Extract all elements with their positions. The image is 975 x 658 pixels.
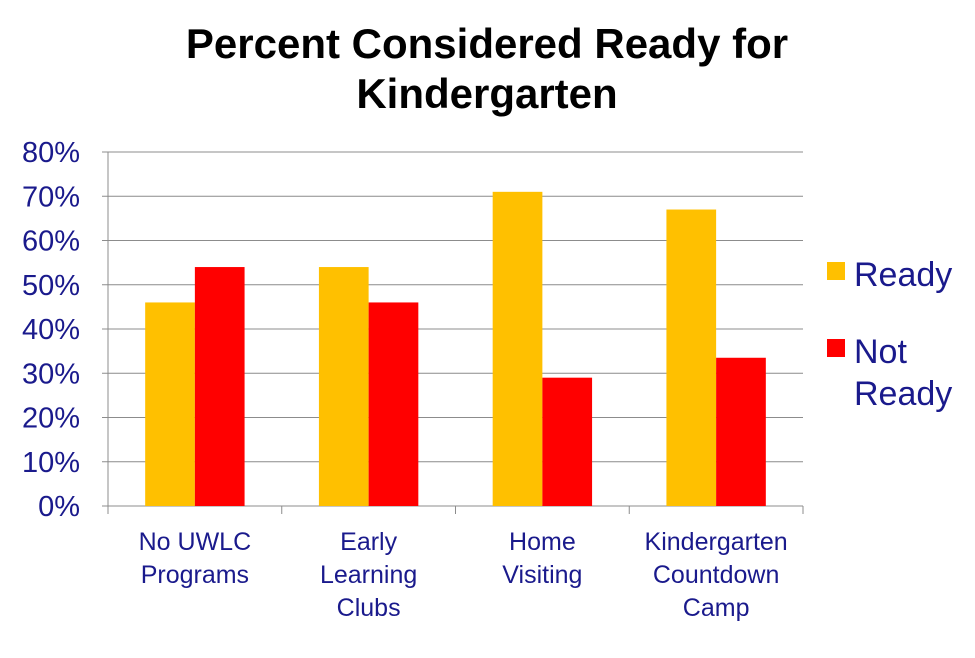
legend-swatch bbox=[827, 339, 845, 357]
y-tick-label: 60% bbox=[22, 226, 80, 258]
bar-not-ready bbox=[716, 357, 766, 506]
y-tick-label: 40% bbox=[22, 314, 80, 346]
x-category-label: No UWLC Programs bbox=[139, 528, 252, 589]
chart-title-line: Kindergarten bbox=[356, 70, 617, 117]
legend-label: Ready bbox=[854, 256, 952, 294]
bar-not-ready bbox=[542, 377, 593, 506]
legend: Ready Not Ready bbox=[827, 256, 952, 413]
y-tick-label: 50% bbox=[22, 270, 80, 302]
bars bbox=[145, 191, 766, 506]
x-axis-category-labels: No UWLC Programs Early Learning Clubs Home Vis… bbox=[139, 528, 788, 622]
x-category-label: Kindergarten Countdown Camp bbox=[645, 528, 788, 622]
bar-ready bbox=[666, 209, 717, 506]
y-tick-label: 30% bbox=[22, 358, 80, 390]
bar-not-ready bbox=[194, 267, 245, 506]
x-category-label: Home Visiting bbox=[502, 528, 582, 589]
legend-swatch bbox=[827, 262, 845, 280]
y-axis-tick-labels: 0% 10% 20% 30% 40% 50% 60% 70% 80% bbox=[22, 137, 80, 523]
y-tick-label: 10% bbox=[22, 447, 80, 479]
bar-ready bbox=[318, 267, 369, 506]
legend-label: Not Ready bbox=[854, 333, 952, 413]
y-tick-label: 20% bbox=[22, 403, 80, 435]
bar-ready bbox=[145, 302, 195, 506]
bar-not-ready bbox=[368, 302, 419, 506]
y-tick-label: 70% bbox=[22, 181, 80, 213]
y-tick-label: 80% bbox=[22, 137, 80, 169]
chart-title-line: Percent Considered Ready for bbox=[186, 20, 788, 67]
x-category-label: Early Learning Clubs bbox=[320, 528, 417, 622]
bar-ready bbox=[492, 191, 543, 506]
y-tick-label: 0% bbox=[38, 491, 80, 523]
